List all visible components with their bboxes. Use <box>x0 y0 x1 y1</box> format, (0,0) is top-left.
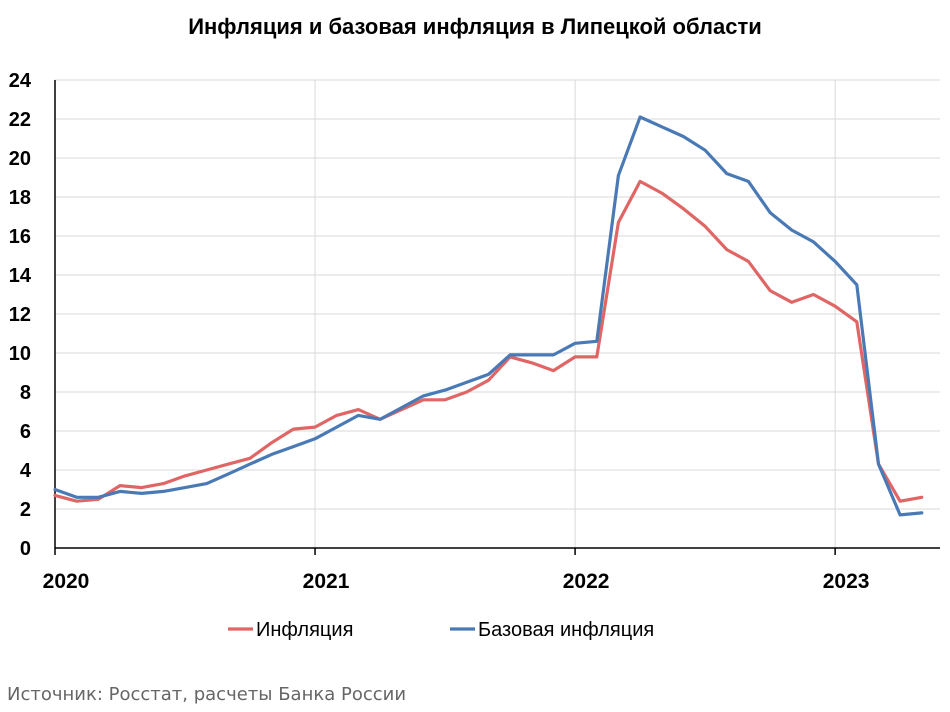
y-tick-label: 14 <box>9 265 32 287</box>
x-axis: 2020 2021 2022 2023 <box>43 547 940 593</box>
x-tick-label: 2021 <box>303 570 350 593</box>
y-tick-label: 12 <box>9 304 31 326</box>
y-tick-label: 24 <box>9 70 32 92</box>
y-tick-label: 18 <box>9 187 31 209</box>
y-tick-label: 0 <box>20 538 31 560</box>
x-tick-label: 2022 <box>563 570 610 593</box>
y-tick-label: 6 <box>20 421 31 443</box>
gridlines <box>54 79 940 548</box>
y-tick-label: 20 <box>9 148 31 170</box>
y-tick-label: 10 <box>9 343 31 365</box>
y-tick-label: 8 <box>20 382 31 404</box>
source-note: Источник: Росстат, расчеты Банка России <box>7 684 407 705</box>
series-line-0 <box>53 179 924 503</box>
series-line-1 <box>53 115 924 517</box>
series-lines <box>53 115 924 517</box>
legend-label: Базовая инфляция <box>478 619 654 641</box>
x-tick-label: 2020 <box>43 570 90 593</box>
y-tick-label: 22 <box>9 109 31 131</box>
y-tick-label: 16 <box>9 226 31 248</box>
y-tick-label: 2 <box>20 499 31 521</box>
legend-label: Инфляция <box>256 619 353 641</box>
legend: Инфляция Базовая инфляция <box>228 619 654 641</box>
chart-title: Инфляция и базовая инфляция в Липецкой о… <box>188 14 762 39</box>
x-tick-label: 2023 <box>823 570 870 593</box>
y-tick-label: 4 <box>20 460 32 482</box>
